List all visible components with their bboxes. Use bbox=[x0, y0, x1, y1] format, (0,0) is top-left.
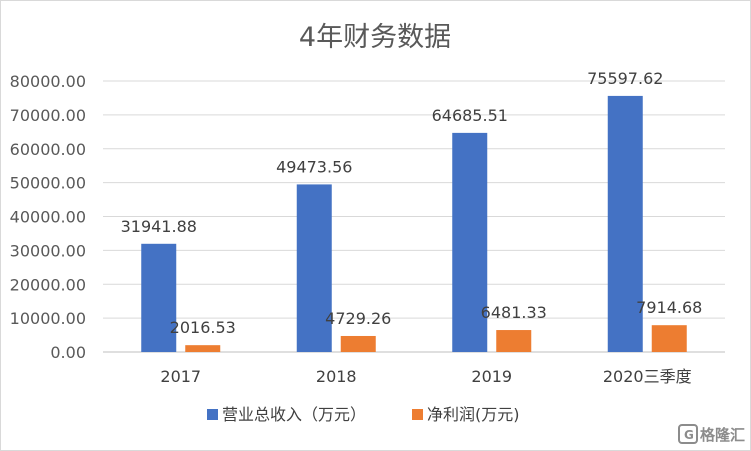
legend: 营业总收入（万元） 净利润(万元) bbox=[207, 405, 520, 424]
revenue-data-label: 49473.56 bbox=[276, 157, 352, 176]
revenue-bar bbox=[607, 95, 643, 353]
legend-swatch bbox=[207, 409, 218, 420]
y-tick-label: 60000.00 bbox=[10, 140, 86, 159]
y-tick-label: 30000.00 bbox=[10, 241, 86, 260]
chart-title: 4年财务数据 bbox=[299, 22, 451, 53]
y-tick-label: 80000.00 bbox=[10, 72, 86, 91]
y-tick-label: 70000.00 bbox=[10, 106, 86, 125]
x-category-label: 2018 bbox=[316, 367, 357, 386]
x-category-label: 2019 bbox=[471, 367, 512, 386]
bars bbox=[141, 95, 687, 353]
revenue-bar bbox=[141, 243, 177, 352]
revenue-data-label: 31941.88 bbox=[121, 217, 197, 236]
profit-data-label: 6481.33 bbox=[481, 303, 547, 322]
profit-bar bbox=[651, 325, 687, 352]
y-axis-ticks: 0.00 10000.00 20000.00 30000.00 40000.00 5000… bbox=[10, 72, 86, 362]
data-labels: 31941.88 2016.53 49473.56 4729.26 64685.51 64… bbox=[121, 69, 703, 337]
watermark: G 格隆汇 bbox=[678, 424, 745, 444]
profit-bar bbox=[185, 345, 221, 352]
revenue-bar bbox=[296, 184, 332, 352]
legend-label: 营业总收入（万元） bbox=[222, 405, 366, 424]
revenue-bar bbox=[452, 132, 488, 352]
x-axis-categories: 2017 2018 2019 2020三季度 bbox=[160, 367, 691, 386]
gelonghui-logo-icon bbox=[678, 424, 698, 444]
legend-label: 净利润(万元) bbox=[427, 405, 520, 424]
legend-swatch bbox=[412, 409, 423, 420]
profit-data-label: 4729.26 bbox=[325, 309, 391, 328]
x-category-label: 2017 bbox=[160, 367, 201, 386]
y-tick-label: 10000.00 bbox=[10, 309, 86, 328]
profit-bar bbox=[496, 330, 532, 352]
x-category-label: 2020三季度 bbox=[603, 367, 692, 386]
y-tick-label: 50000.00 bbox=[10, 174, 86, 193]
watermark-text: 格隆汇 bbox=[700, 426, 745, 444]
y-tick-label: 20000.00 bbox=[10, 275, 86, 294]
y-tick-label: 40000.00 bbox=[10, 208, 86, 227]
y-tick-label: 0.00 bbox=[50, 343, 86, 362]
revenue-data-label: 64685.51 bbox=[432, 106, 508, 125]
profit-data-label: 2016.53 bbox=[170, 318, 236, 337]
revenue-data-label: 75597.62 bbox=[587, 69, 663, 88]
gelonghui-logo-glyph: G bbox=[684, 428, 694, 442]
profit-bar bbox=[340, 335, 376, 352]
profit-data-label: 7914.68 bbox=[636, 298, 702, 317]
